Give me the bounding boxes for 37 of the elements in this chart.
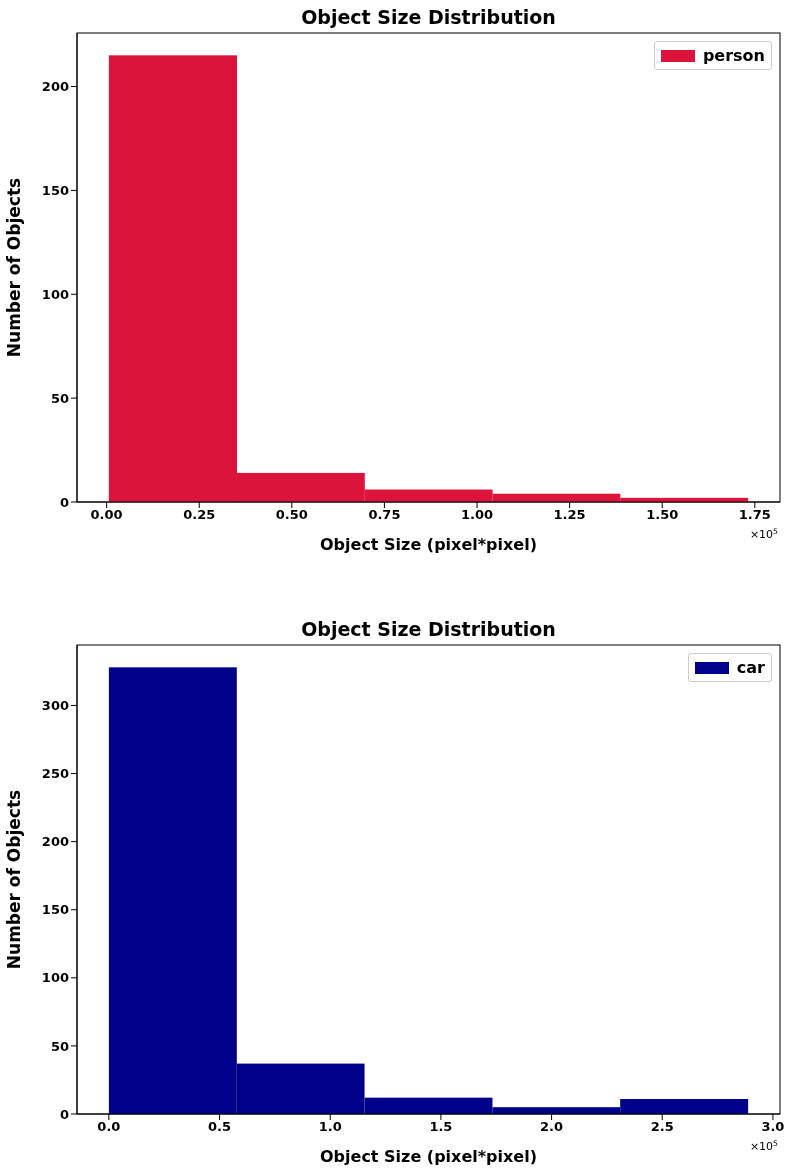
chart-title: Object Size Distribution — [300, 618, 557, 640]
x-tick-label: 0.75 — [368, 507, 401, 523]
x-tick-label: 2.5 — [650, 1119, 674, 1135]
legend-label: car — [736, 658, 765, 677]
y-tick-label: 250 — [41, 766, 69, 782]
x-tick-label: 3.0 — [761, 1119, 785, 1135]
x-tick-label: 0.00 — [90, 507, 123, 523]
y-axis-title: Number of Objects — [4, 789, 25, 970]
chart-title: Object Size Distribution — [300, 6, 557, 28]
x-axis-title: Object Size (pixel*pixel) — [319, 535, 538, 554]
x-tick-label: 0.0 — [97, 1119, 121, 1135]
y-tick-label: 300 — [41, 698, 69, 714]
x-tick-label: 0.25 — [183, 507, 216, 523]
y-tick-label: 150 — [41, 182, 69, 198]
x-tick-label: 1.25 — [553, 507, 586, 523]
y-tick-label: 100 — [41, 970, 69, 986]
y-tick-label: 50 — [50, 1038, 69, 1054]
legend-label: person — [702, 46, 765, 65]
x-tick-label: 1.0 — [318, 1119, 342, 1135]
y-tick-label: 0 — [59, 1106, 69, 1122]
x-tick-label: 2.0 — [540, 1119, 564, 1135]
y-axis-title: Number of Objects — [4, 177, 25, 358]
y-tick-label: 200 — [41, 79, 69, 95]
y-tick-label: 200 — [41, 834, 69, 850]
y-tick-label: 150 — [41, 902, 69, 918]
y-tick-label: 0 — [59, 494, 69, 510]
text: ×10$^{5}$ — [749, 526, 779, 541]
x-tick-label: 0.5 — [208, 1119, 232, 1135]
x-tick-label: 1.75 — [738, 507, 771, 523]
x-tick-label: 1.5 — [429, 1119, 453, 1135]
x-axis-title: Object Size (pixel*pixel) — [319, 1147, 538, 1166]
y-tick-label: 50 — [50, 390, 69, 406]
x-tick-label: 1.50 — [646, 507, 679, 523]
y-tick-label: 100 — [41, 286, 69, 302]
x-tick-label: 1.00 — [460, 507, 494, 523]
text: ×10$^{5}$ — [749, 1138, 779, 1153]
x-tick-label: 0.50 — [275, 507, 308, 523]
